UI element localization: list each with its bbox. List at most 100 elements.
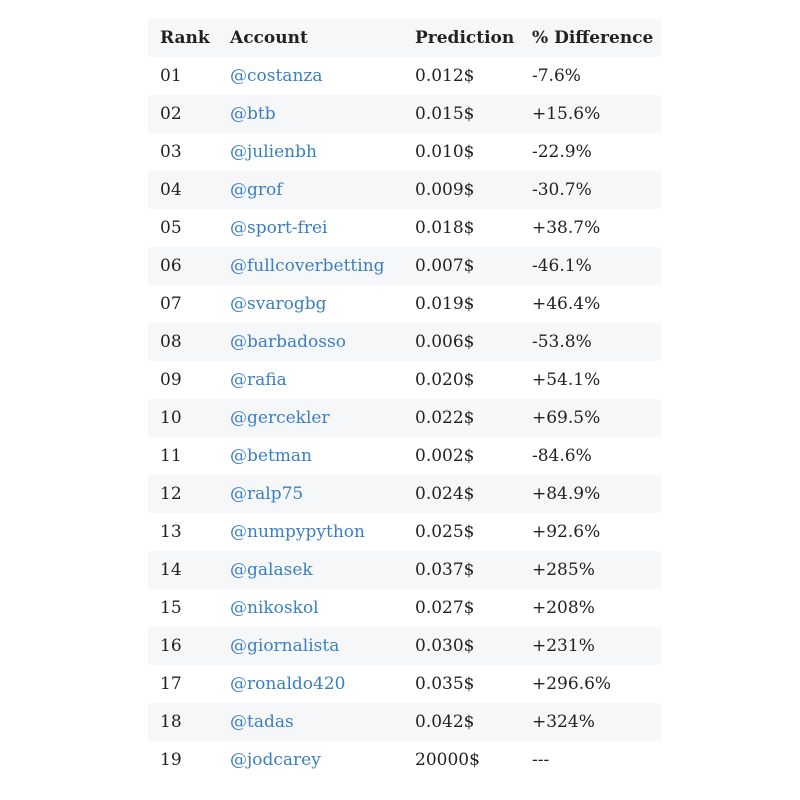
prediction-cell: 0.024$ bbox=[415, 484, 475, 504]
rank-cell: 10 bbox=[160, 408, 182, 428]
table-row: 10 @gercekler 0.022$ +69.5% bbox=[148, 399, 661, 437]
table-row: 06 @fullcoverbetting 0.007$ -46.1% bbox=[148, 247, 661, 285]
difference-cell: +54.1% bbox=[532, 370, 601, 390]
difference-cell: +231% bbox=[532, 636, 595, 656]
difference-cell: +46.4% bbox=[532, 294, 601, 314]
prediction-cell: 0.018$ bbox=[415, 218, 475, 238]
prediction-cell: 0.015$ bbox=[415, 104, 475, 124]
prediction-cell: 0.020$ bbox=[415, 370, 475, 390]
prediction-cell: 0.022$ bbox=[415, 408, 475, 428]
prediction-cell: 0.035$ bbox=[415, 674, 475, 694]
rank-cell: 12 bbox=[160, 484, 182, 504]
table-row: 01 @costanza 0.012$ -7.6% bbox=[148, 57, 661, 95]
prediction-cell: 0.012$ bbox=[415, 66, 475, 86]
account-link[interactable]: @ralp75 bbox=[230, 484, 304, 504]
difference-cell: -46.1% bbox=[532, 256, 592, 276]
account-link[interactable]: @nikoskol bbox=[230, 598, 319, 618]
table-row: 02 @btb 0.015$ +15.6% bbox=[148, 95, 661, 133]
account-link[interactable]: @betman bbox=[230, 446, 312, 466]
rank-cell: 01 bbox=[160, 66, 182, 86]
predictions-table: Rank Account Prediction % Difference 01 … bbox=[148, 19, 661, 779]
prediction-cell: 0.042$ bbox=[415, 712, 475, 732]
prediction-cell: 0.007$ bbox=[415, 256, 475, 276]
table-row: 11 @betman 0.002$ -84.6% bbox=[148, 437, 661, 475]
rank-cell: 16 bbox=[160, 636, 182, 656]
account-link[interactable]: @numpypython bbox=[230, 522, 365, 542]
rank-cell: 11 bbox=[160, 446, 182, 466]
rank-cell: 15 bbox=[160, 598, 182, 618]
prediction-cell: 0.030$ bbox=[415, 636, 475, 656]
rank-cell: 05 bbox=[160, 218, 182, 238]
account-link[interactable]: @svarogbg bbox=[230, 294, 327, 314]
account-cell: @barbadosso bbox=[218, 323, 403, 361]
account-cell: @betman bbox=[218, 437, 403, 475]
prediction-cell: 0.019$ bbox=[415, 294, 475, 314]
difference-cell: +38.7% bbox=[532, 218, 601, 238]
table-row: 14 @galasek 0.037$ +285% bbox=[148, 551, 661, 589]
table-row: 18 @tadas 0.042$ +324% bbox=[148, 703, 661, 741]
rank-cell: 08 bbox=[160, 332, 182, 352]
rank-cell: 06 bbox=[160, 256, 182, 276]
account-link[interactable]: @btb bbox=[230, 104, 276, 124]
account-cell: @grof bbox=[218, 171, 403, 209]
table-row: 09 @rafia 0.020$ +54.1% bbox=[148, 361, 661, 399]
difference-cell: -84.6% bbox=[532, 446, 592, 466]
difference-cell: -30.7% bbox=[532, 180, 592, 200]
prediction-cell: 0.009$ bbox=[415, 180, 475, 200]
account-link[interactable]: @ronaldo420 bbox=[230, 674, 346, 694]
difference-cell: -7.6% bbox=[532, 66, 581, 86]
account-cell: @tadas bbox=[218, 703, 403, 741]
account-cell: @julienbh bbox=[218, 133, 403, 171]
rank-cell: 17 bbox=[160, 674, 182, 694]
table-row: 16 @giornalista 0.030$ +231% bbox=[148, 627, 661, 665]
account-link[interactable]: @julienbh bbox=[230, 142, 317, 162]
rank-cell: 07 bbox=[160, 294, 182, 314]
table-row: 08 @barbadosso 0.006$ -53.8% bbox=[148, 323, 661, 361]
table-row: 13 @numpypython 0.025$ +92.6% bbox=[148, 513, 661, 551]
prediction-header: Prediction bbox=[415, 28, 515, 48]
prediction-cell: 20000$ bbox=[415, 750, 480, 770]
prediction-cell: 0.037$ bbox=[415, 560, 475, 580]
difference-header: % Difference bbox=[532, 28, 654, 48]
difference-cell: -53.8% bbox=[532, 332, 592, 352]
account-link[interactable]: @rafia bbox=[230, 370, 287, 390]
account-cell: @gercekler bbox=[218, 399, 403, 437]
rank-cell: 14 bbox=[160, 560, 182, 580]
account-link[interactable]: @tadas bbox=[230, 712, 294, 732]
prediction-cell: 0.006$ bbox=[415, 332, 475, 352]
account-link[interactable]: @costanza bbox=[230, 66, 323, 86]
account-link[interactable]: @jodcarey bbox=[230, 750, 321, 770]
difference-cell: -22.9% bbox=[532, 142, 592, 162]
account-cell: @jodcarey bbox=[218, 741, 403, 779]
account-cell: @costanza bbox=[218, 57, 403, 95]
rank-cell: 09 bbox=[160, 370, 182, 390]
difference-cell: +285% bbox=[532, 560, 595, 580]
account-link[interactable]: @giornalista bbox=[230, 636, 340, 656]
table-row: 03 @julienbh 0.010$ -22.9% bbox=[148, 133, 661, 171]
difference-cell: +92.6% bbox=[532, 522, 601, 542]
difference-cell: --- bbox=[532, 750, 550, 770]
account-cell: @nikoskol bbox=[218, 589, 403, 627]
table-row: 17 @ronaldo420 0.035$ +296.6% bbox=[148, 665, 661, 703]
account-link[interactable]: @fullcoverbetting bbox=[230, 256, 385, 276]
header-row: Rank Account Prediction % Difference bbox=[148, 19, 661, 57]
table-row: 07 @svarogbg 0.019$ +46.4% bbox=[148, 285, 661, 323]
rank-header: Rank bbox=[160, 28, 210, 48]
prediction-cell: 0.010$ bbox=[415, 142, 475, 162]
table-header: Rank Account Prediction % Difference bbox=[148, 19, 661, 57]
account-link[interactable]: @gercekler bbox=[230, 408, 330, 428]
account-link[interactable]: @grof bbox=[230, 180, 283, 200]
difference-cell: +296.6% bbox=[532, 674, 612, 694]
account-link[interactable]: @galasek bbox=[230, 560, 313, 580]
account-cell: @ronaldo420 bbox=[218, 665, 403, 703]
account-cell: @ralp75 bbox=[218, 475, 403, 513]
account-header: Account bbox=[230, 28, 308, 48]
rank-cell: 02 bbox=[160, 104, 182, 124]
account-cell: @sport-frei bbox=[218, 209, 403, 247]
account-link[interactable]: @sport-frei bbox=[230, 218, 328, 238]
prediction-cell: 0.027$ bbox=[415, 598, 475, 618]
table-row: 15 @nikoskol 0.027$ +208% bbox=[148, 589, 661, 627]
account-link[interactable]: @barbadosso bbox=[230, 332, 346, 352]
account-cell: @svarogbg bbox=[218, 285, 403, 323]
prediction-cell: 0.002$ bbox=[415, 446, 475, 466]
